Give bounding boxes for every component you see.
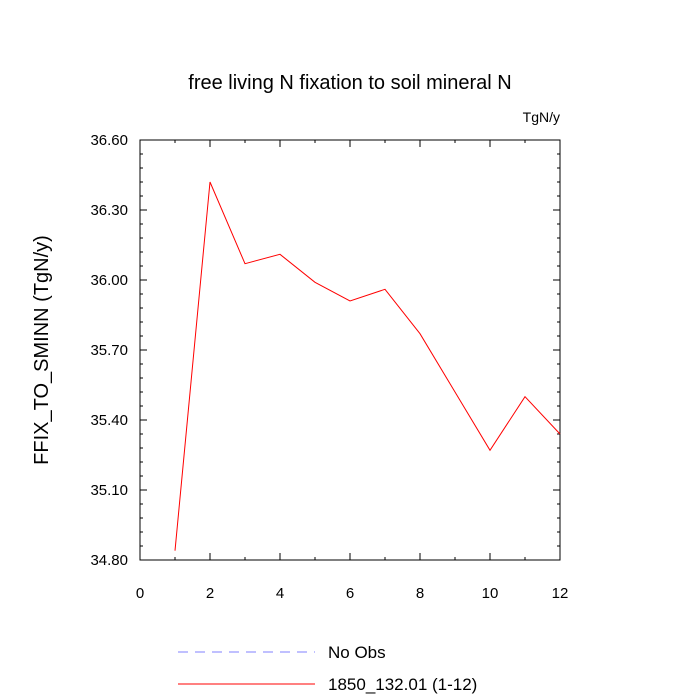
y-tick-label: 35.40 (90, 412, 128, 429)
series-lines (174, 181, 561, 551)
legend: No Obs 1850_132.01 (1-12) (178, 643, 477, 694)
x-tick-label: 12 (552, 585, 569, 602)
y-tick-label: 34.80 (90, 552, 128, 569)
x-tick-label: 6 (346, 585, 354, 602)
plot-axes (139, 139, 561, 561)
y-tick-label: 35.10 (90, 482, 128, 499)
axis-ticks: 0 2 4 6 8 10 12 34.80 35.10 35.40 35.70 36.00 36.30 3… (90, 132, 568, 602)
x-tick-label: 0 (136, 585, 144, 602)
series-line (174, 181, 561, 551)
y-axis-label: FFIX_TO_SMINN (TgN/y) (31, 235, 53, 465)
y-tick-label: 36.30 (90, 202, 128, 219)
x-tick-label: 2 (206, 585, 214, 602)
chart-title: free living N fixation to soil mineral N (188, 72, 511, 94)
plot-frame (139, 139, 561, 561)
units-label: TgN/y (523, 109, 560, 125)
x-tick-label: 4 (276, 585, 284, 602)
x-tick-label: 10 (482, 585, 499, 602)
x-tick-label: 8 (416, 585, 424, 602)
y-tick-label: 35.70 (90, 342, 128, 359)
y-tick-label: 36.00 (90, 272, 128, 289)
y-tick-label: 36.60 (90, 132, 128, 149)
legend-label: 1850_132.01 (1-12) (328, 675, 477, 694)
legend-label: No Obs (328, 643, 386, 662)
